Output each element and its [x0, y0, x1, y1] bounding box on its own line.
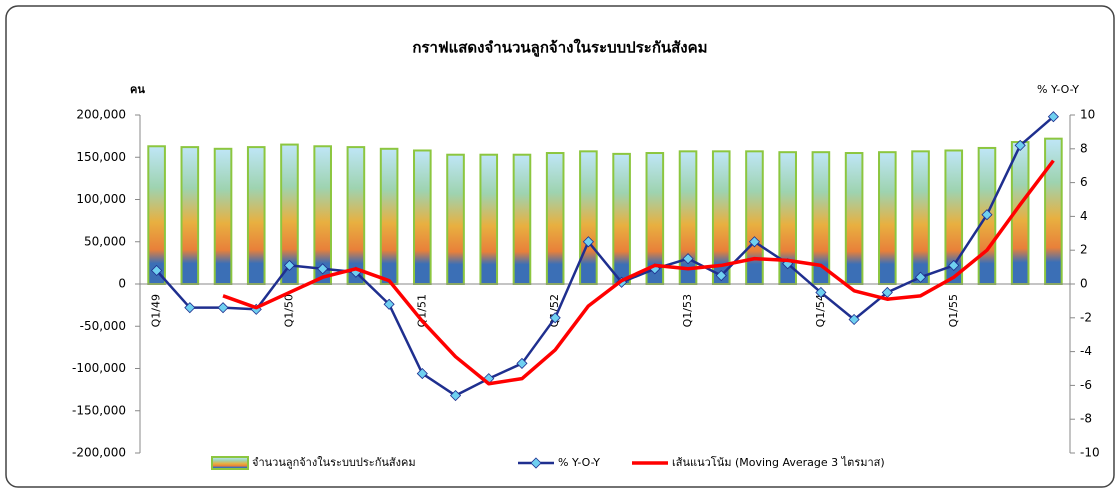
- marker: [815, 286, 827, 299]
- y-tick-label: -50,000: [80, 319, 126, 333]
- bar: [1044, 137, 1063, 285]
- marker: [848, 313, 860, 326]
- marker: [582, 236, 594, 248]
- bar: [379, 147, 399, 285]
- y2-tick-label: -8: [1080, 412, 1092, 426]
- legend-swatch: [211, 456, 249, 470]
- marker: [184, 302, 196, 314]
- y2-tick-label: 8: [1080, 141, 1088, 155]
- legend-label: % Y-O-Y: [558, 456, 600, 469]
- marker: [151, 264, 163, 277]
- bar: [579, 150, 598, 285]
- marker: [682, 253, 694, 265]
- legend-label: จำนวนลูกจ้างในระบบประกันสังคม: [252, 456, 416, 469]
- bar: [346, 146, 366, 285]
- legend-label: เส้นแนวโน้ม (Moving Average 3 ไตรมาส): [672, 455, 885, 469]
- marker: [516, 357, 528, 369]
- marker: [981, 209, 993, 221]
- bar: [147, 145, 166, 285]
- marker: [914, 271, 927, 283]
- bar: [413, 149, 432, 285]
- y2-tick-label: 4: [1080, 209, 1088, 223]
- x-tick-label: Q1/49: [150, 294, 163, 327]
- x-tick-label: Q1/50: [282, 294, 295, 327]
- y2-tick-label: 10: [1080, 108, 1095, 122]
- marker: [217, 302, 229, 314]
- y-tick-label: 0: [118, 277, 126, 291]
- marker: [948, 259, 960, 271]
- y-axis-label: คน: [130, 83, 145, 96]
- bar: [545, 152, 565, 285]
- y2-tick-label: 2: [1080, 243, 1088, 257]
- y-tick-label: -150,000: [72, 403, 126, 417]
- bar: [479, 153, 499, 285]
- bar: [246, 146, 266, 285]
- marker: [416, 368, 428, 380]
- chart-title: กราฟแสดงจำนวนลูกจ้างในระบบประกันสังคม: [412, 39, 707, 58]
- marker: [1047, 111, 1059, 123]
- marker: [715, 269, 727, 282]
- y2-tick-label: -2: [1080, 310, 1092, 324]
- y-tick-label: 50,000: [84, 234, 126, 248]
- bar: [745, 150, 764, 285]
- marker: [549, 312, 561, 324]
- y2-tick-label: 6: [1080, 175, 1088, 189]
- y-tick-label: 200,000: [76, 108, 126, 122]
- bar: [213, 147, 233, 285]
- marker: [449, 389, 462, 402]
- bar: [878, 151, 897, 285]
- y-tick-label: 150,000: [76, 150, 126, 164]
- y2-axis-label: % Y-O-Y: [1037, 83, 1079, 96]
- bar: [512, 153, 532, 285]
- y2-tick-label: -10: [1080, 446, 1100, 460]
- x-tick-label: Q1/55: [947, 294, 960, 327]
- y2-tick-label: -4: [1080, 344, 1092, 358]
- x-tick-label: Q1/53: [681, 294, 694, 327]
- y2-tick-label: 0: [1080, 277, 1088, 291]
- line: [222, 159, 1055, 386]
- x-tick-label: Q1/54: [814, 294, 827, 327]
- marker: [283, 259, 296, 271]
- line: [155, 115, 1055, 397]
- legend-marker: [530, 457, 542, 469]
- y-tick-label: -100,000: [72, 361, 126, 375]
- marker: [1014, 139, 1026, 151]
- y-tick-label: 100,000: [76, 192, 126, 206]
- y-tick-label: -200,000: [72, 446, 126, 460]
- marker: [748, 236, 761, 248]
- bar: [180, 146, 200, 285]
- marker: [383, 298, 395, 310]
- bar: [911, 150, 930, 285]
- bar: [844, 152, 864, 285]
- bar: [612, 152, 631, 285]
- bar: [446, 153, 465, 285]
- y2-tick-label: -6: [1080, 378, 1092, 392]
- marker: [317, 263, 329, 275]
